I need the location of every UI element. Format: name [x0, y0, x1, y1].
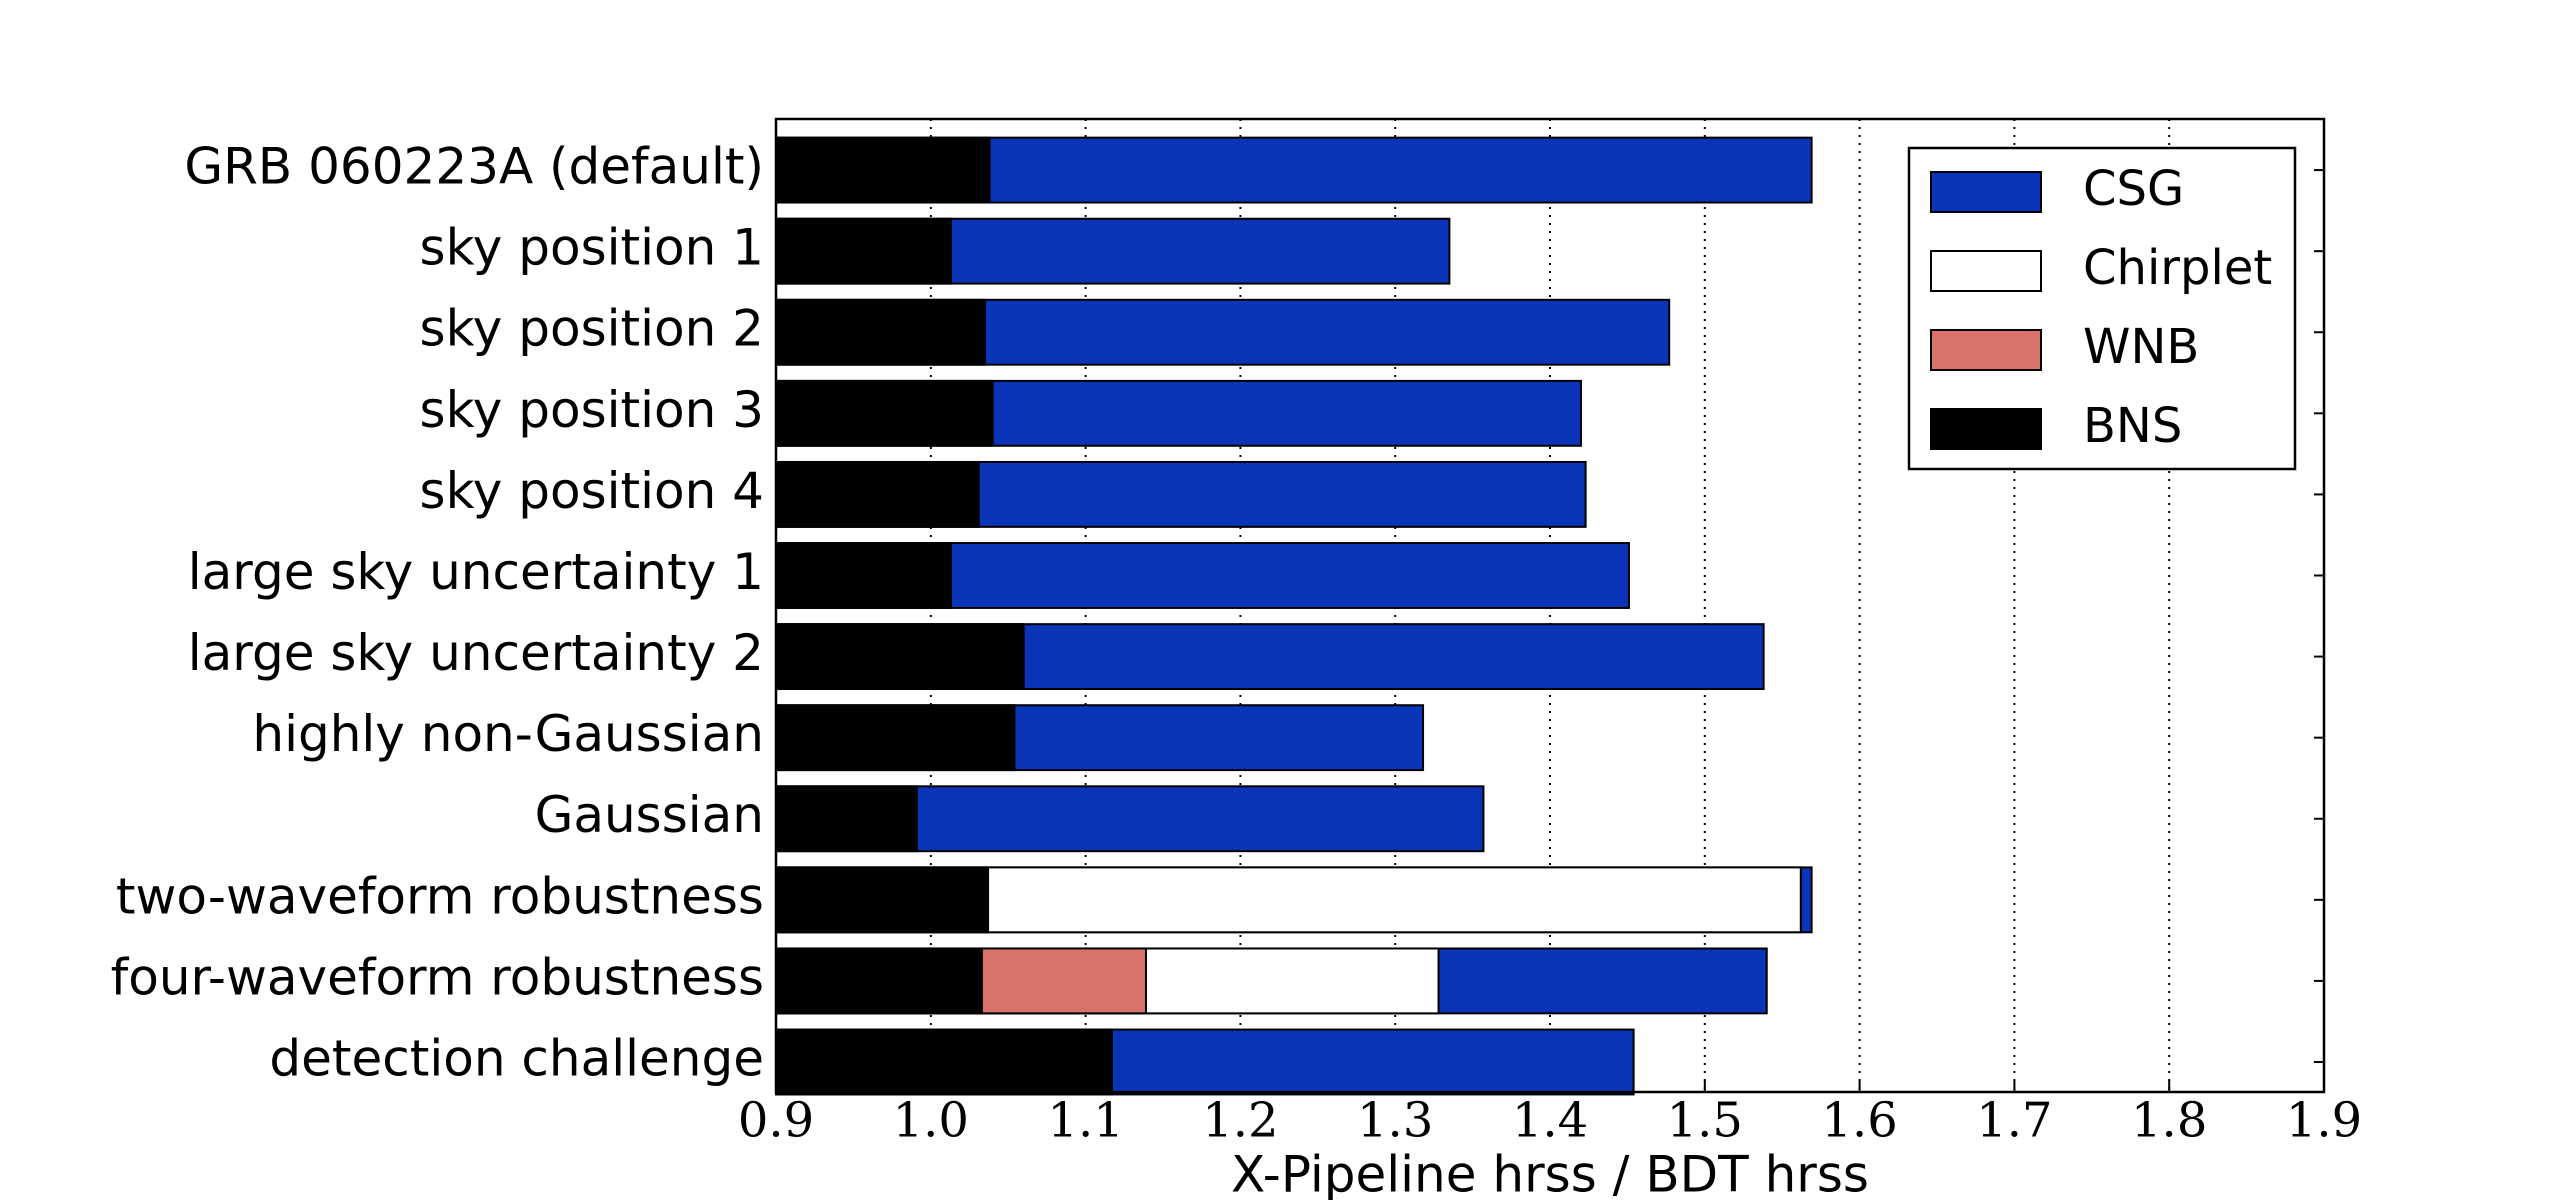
bar	[775, 379, 994, 447]
legend-swatch	[1930, 408, 2042, 450]
bar	[775, 298, 986, 366]
bar	[775, 623, 1025, 691]
x-tick-label: 1.5	[1667, 1093, 1743, 1149]
bar	[775, 460, 980, 528]
y-tick-label: sky position 4	[420, 462, 764, 520]
x-tick-label: 1.6	[1821, 1093, 1897, 1149]
legend-swatch	[1930, 329, 2042, 371]
bar	[775, 1028, 1113, 1096]
x-tick-label: 1.8	[2131, 1093, 2207, 1149]
x-tick-label: 0.9	[738, 1093, 814, 1149]
legend-swatch	[1930, 250, 2042, 292]
y-tick-label: GRB 060223A (default)	[184, 138, 764, 196]
x-tick-label: 1.9	[2286, 1093, 2362, 1149]
x-tick-label: 1.4	[1512, 1093, 1588, 1149]
bar	[775, 704, 1016, 772]
bar	[775, 866, 990, 934]
x-tick-label: 1.7	[1976, 1093, 2052, 1149]
x-tick-label: 1.2	[1202, 1093, 1278, 1149]
y-tick-label: sky position 1	[420, 219, 764, 277]
y-tick-label: two-waveform robustness	[116, 867, 764, 925]
y-tick-label: detection challenge	[269, 1029, 764, 1087]
y-tick-label: four-waveform robustness	[111, 948, 764, 1006]
bar	[775, 542, 952, 609]
y-tick-label: sky position 3	[420, 381, 764, 439]
legend-label: Chirplet	[2083, 240, 2272, 296]
legend-label: CSG	[2083, 161, 2184, 217]
y-tick-label: large sky uncertainty 1	[188, 543, 764, 601]
x-tick-label: 1.0	[893, 1093, 969, 1149]
y-tick-label: sky position 2	[420, 300, 764, 358]
y-tick-label: highly non-Gaussian	[252, 705, 764, 763]
y-tick-label: large sky uncertainty 2	[188, 624, 764, 682]
bar	[775, 136, 991, 204]
legend-swatch	[1930, 171, 2042, 213]
bar	[775, 217, 952, 285]
bar	[775, 947, 983, 1015]
x-tick-label: 1.3	[1357, 1093, 1433, 1149]
legend-label: WNB	[2083, 319, 2199, 375]
legend-label: BNS	[2083, 398, 2182, 454]
bar	[775, 785, 918, 853]
plot-frame	[774, 117, 2326, 1094]
x-tick-label: 1.1	[1047, 1093, 1123, 1149]
y-tick-label: Gaussian	[535, 786, 764, 844]
x-axis-label: X-Pipeline hrss / BDT hrss	[1231, 1146, 1869, 1200]
